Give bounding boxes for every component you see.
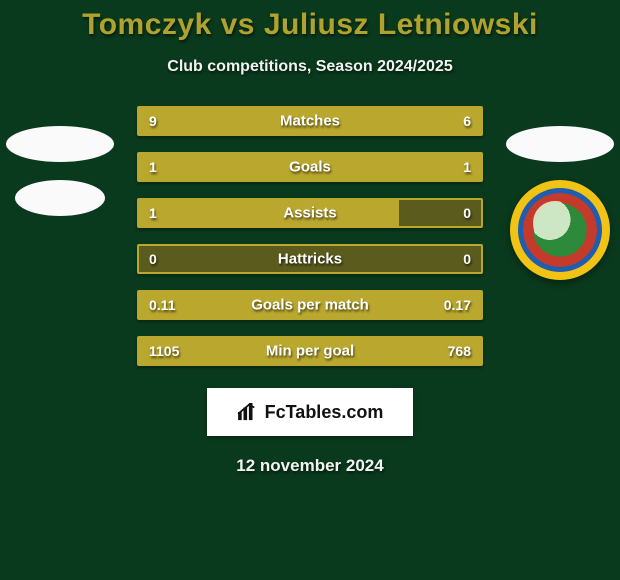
stat-row: 0 0 Hattricks xyxy=(137,244,483,274)
stat-label: Assists xyxy=(283,205,336,222)
stat-value-right: 0 xyxy=(463,205,471,221)
avatar-placeholder-icon xyxy=(6,126,114,162)
stat-label: Hattricks xyxy=(278,251,342,268)
page-subtitle: Club competitions, Season 2024/2025 xyxy=(0,58,620,76)
stat-value-right: 768 xyxy=(448,343,471,359)
stat-value-right: 6 xyxy=(463,113,471,129)
branding-badge: FcTables.com xyxy=(207,388,413,436)
stat-label: Matches xyxy=(280,113,340,130)
stat-row: 9 6 Matches xyxy=(137,106,483,136)
stat-value-left: 1 xyxy=(149,205,157,221)
page-title: Tomczyk vs Juliusz Letniowski xyxy=(0,8,620,42)
stat-label: Goals xyxy=(289,159,331,176)
branding-text: FcTables.com xyxy=(265,402,384,423)
avatar-placeholder-icon xyxy=(15,180,105,216)
avatar-placeholder-icon xyxy=(506,126,614,162)
bars-icon xyxy=(237,403,259,421)
stat-row: 1 0 Assists xyxy=(137,198,483,228)
stat-label: Min per goal xyxy=(266,343,354,360)
player-left-avatar xyxy=(6,126,114,216)
stat-value-left: 1105 xyxy=(149,343,179,359)
stat-value-right: 0.17 xyxy=(444,297,471,313)
stat-value-right: 0 xyxy=(463,251,471,267)
stat-value-right: 1 xyxy=(463,159,471,175)
stat-row: 1105 768 Min per goal xyxy=(137,336,483,366)
stat-label: Goals per match xyxy=(251,297,369,314)
stat-value-left: 0.11 xyxy=(149,297,175,313)
stat-row: 1 1 Goals xyxy=(137,152,483,182)
stat-row: 0.11 0.17 Goals per match xyxy=(137,290,483,320)
stat-value-left: 1 xyxy=(149,159,157,175)
comparison-card: Tomczyk vs Juliusz Letniowski Club compe… xyxy=(0,0,620,580)
footer-date: 12 november 2024 xyxy=(0,456,620,476)
player-right-avatar xyxy=(506,126,614,280)
club-crest-icon xyxy=(510,180,610,280)
stat-value-left: 0 xyxy=(149,251,157,267)
stat-value-left: 9 xyxy=(149,113,157,129)
stats-list: 9 6 Matches 1 1 Goals 1 0 Assists 0 0 Hattricks 0.11… xyxy=(137,106,483,366)
